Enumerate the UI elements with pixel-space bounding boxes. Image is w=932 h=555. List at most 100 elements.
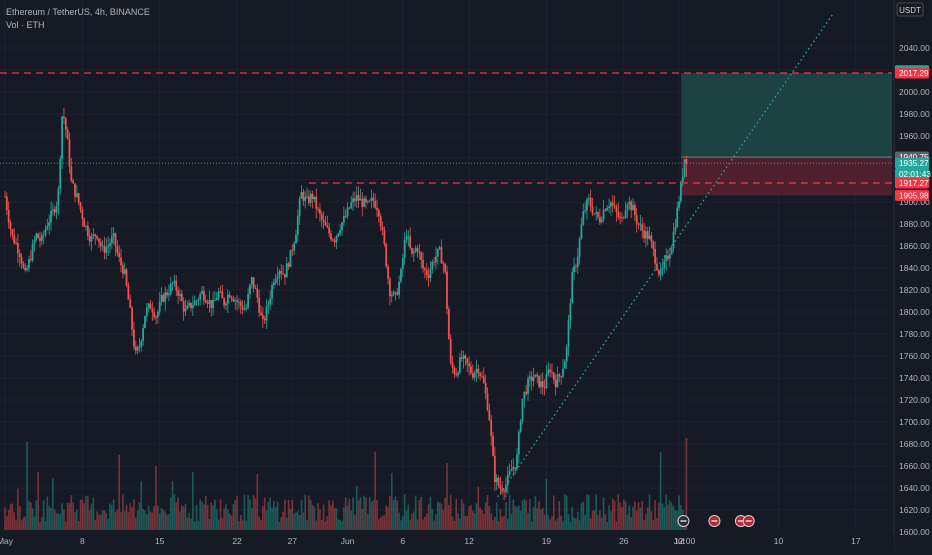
volume-bar (308, 495, 310, 530)
volume-bar (74, 512, 76, 530)
volume-bar (293, 513, 295, 530)
volume-bar (94, 520, 97, 530)
x-tick-label: May (0, 536, 14, 546)
volume-bar (545, 478, 548, 530)
volume-bar (497, 521, 500, 530)
volume-bar (271, 507, 273, 530)
candle-body (368, 200, 371, 202)
volume-bar (343, 507, 345, 530)
candle-body (145, 307, 148, 317)
volume-bar (230, 515, 233, 530)
candle-body (230, 297, 233, 299)
volume-bar (479, 507, 481, 530)
volume-bar (254, 498, 257, 530)
candle-body (98, 238, 100, 242)
candle-body (175, 280, 178, 291)
volume-bar (127, 512, 130, 530)
candle-body (186, 305, 189, 309)
volume-bar (4, 507, 6, 530)
candle-body (293, 243, 296, 251)
volume-bar (580, 503, 583, 530)
volume-bar (311, 505, 314, 530)
volume-bar (402, 516, 404, 530)
volume-bar (129, 503, 132, 530)
volume-bar (600, 517, 603, 530)
currency-button-label[interactable]: USDT (899, 6, 921, 15)
volume-bar (238, 521, 240, 530)
volume-bar (344, 497, 347, 530)
candle-body (5, 196, 8, 211)
volume-bar (488, 505, 491, 530)
volume-bar (656, 518, 658, 530)
currency-button[interactable] (896, 2, 924, 17)
volume-bar (352, 497, 354, 530)
ascending-trendline[interactable] (497, 12, 835, 498)
candle-body (322, 219, 325, 222)
candle-body (681, 176, 684, 183)
candle-body (13, 234, 16, 244)
candle-body (392, 292, 395, 296)
candle-body (512, 467, 515, 470)
volume-bar (147, 505, 150, 530)
candle-body (632, 204, 634, 211)
volume-bar (477, 486, 480, 530)
volume-bar (350, 510, 353, 530)
volume-bar (120, 511, 122, 530)
candle-body (11, 229, 14, 235)
candle-body (291, 249, 294, 251)
volume-bar (335, 508, 338, 530)
candle-body (138, 346, 141, 348)
y-tick-label: 1660.00 (899, 461, 930, 471)
candle-body (116, 246, 119, 253)
position-target-zone[interactable] (681, 72, 892, 158)
candle-body (490, 420, 493, 437)
volume-bar (116, 509, 119, 530)
candle-body (39, 238, 41, 241)
volume-bar (462, 503, 465, 530)
candle-body (606, 208, 609, 211)
volume-bar (521, 500, 524, 530)
volume-bar (184, 503, 187, 530)
candle-body (492, 436, 494, 456)
volume-bar (297, 510, 299, 530)
volume-bar (195, 505, 198, 530)
volume-bar (346, 506, 349, 530)
volume-bar (365, 497, 367, 530)
candle-body (541, 381, 544, 388)
candle-body (622, 217, 625, 219)
volume-bar (564, 494, 566, 530)
volume-bar (341, 521, 343, 530)
volume-bar (514, 506, 516, 530)
volume-bar (532, 506, 535, 530)
volume-bar (228, 513, 231, 530)
candle-body (239, 301, 242, 307)
y-tick-label: 1960.00 (899, 131, 930, 141)
candle-body (497, 477, 500, 486)
candle-body (42, 234, 45, 236)
volume-bar (260, 520, 262, 530)
y-tick-label: 2000.00 (899, 87, 930, 97)
candle-body (258, 297, 261, 313)
y-tick-label: 1780.00 (899, 329, 930, 339)
volume-bar (632, 506, 634, 530)
candle-body (424, 268, 426, 270)
volume-bar (392, 500, 395, 530)
candle-body (15, 243, 17, 244)
candle-body (650, 235, 653, 242)
candle-body (261, 315, 264, 319)
volume-bar (225, 504, 227, 530)
volume-bar (492, 520, 494, 530)
candle-body (61, 116, 63, 160)
symbol-title: Ethereum / TetherUS, 4h, BINANCE (6, 7, 150, 17)
candle-body (390, 295, 393, 297)
candle-body (379, 216, 382, 227)
volume-bar (383, 515, 386, 530)
candle-body (31, 243, 34, 261)
volume-bar (186, 517, 189, 530)
candle-body (285, 263, 288, 278)
volume-bar (35, 500, 38, 530)
volume-bar (99, 514, 102, 530)
volume-bar (29, 502, 32, 530)
